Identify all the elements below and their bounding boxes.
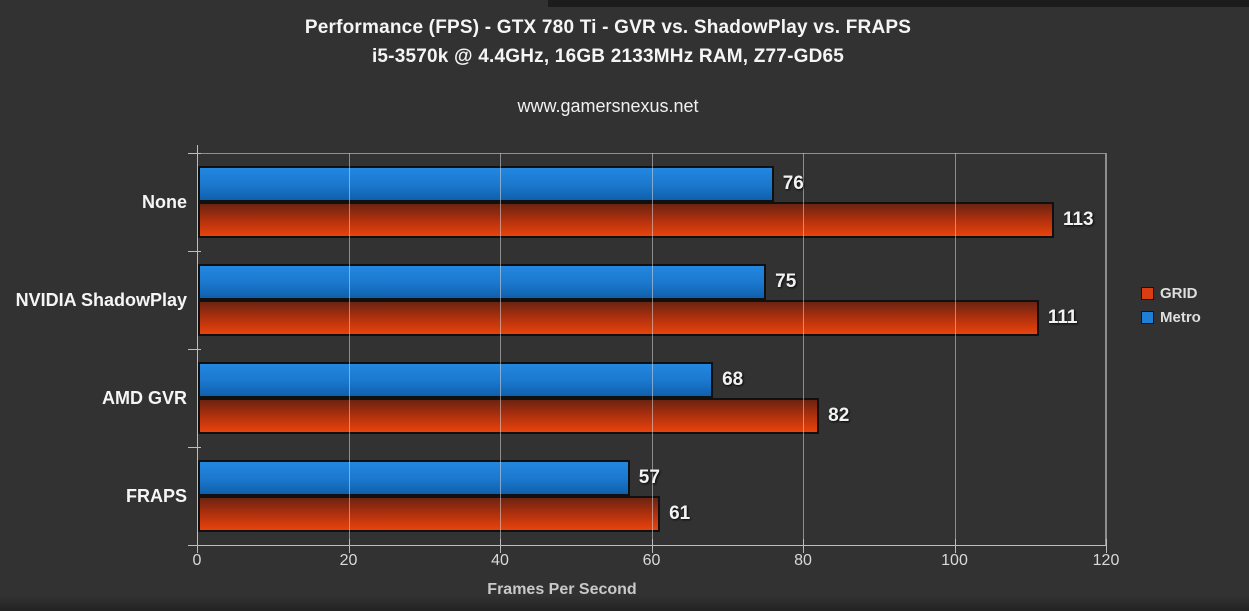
x-axis-tick bbox=[1106, 539, 1107, 553]
chart-subtitle: i5-3570k @ 4.4GHz, 16GB 2133MHz RAM, Z77… bbox=[371, 46, 845, 67]
value-label: 113 bbox=[1062, 209, 1094, 230]
x-tick-label: 100 bbox=[941, 552, 968, 569]
gridline bbox=[803, 153, 804, 545]
gridline bbox=[954, 153, 956, 545]
x-axis-tick bbox=[348, 539, 350, 553]
bar-metro-3 bbox=[198, 460, 630, 496]
legend-item-metro: Metro bbox=[1141, 309, 1201, 326]
y-axis-tick bbox=[188, 349, 201, 350]
gridline bbox=[500, 153, 501, 545]
bar-metro-0 bbox=[198, 166, 774, 202]
y-axis-tick bbox=[188, 447, 201, 448]
video-frame-top-strip bbox=[548, 0, 1249, 7]
plot-area bbox=[197, 153, 1107, 545]
legend-label: Metro bbox=[1160, 309, 1201, 326]
x-tick-label: 120 bbox=[1092, 552, 1120, 569]
legend: GRID Metro bbox=[1141, 285, 1201, 333]
plot-frame-right bbox=[1105, 153, 1106, 545]
x-axis-tick bbox=[197, 539, 198, 553]
x-axis-tick bbox=[651, 539, 653, 553]
category-label: None bbox=[142, 192, 187, 212]
value-label: 61 bbox=[669, 503, 691, 524]
chart-title-block: Performance (FPS) - GTX 780 Ti - GVR vs.… bbox=[0, 13, 1216, 71]
chart-title: Performance (FPS) - GTX 780 Ti - GVR vs.… bbox=[304, 17, 912, 38]
x-axis-tick bbox=[500, 539, 501, 553]
x-axis-tick bbox=[954, 539, 956, 553]
bar-grid-2 bbox=[198, 398, 820, 434]
gridline bbox=[651, 153, 653, 545]
value-label: 68 bbox=[722, 369, 744, 390]
x-tick-label: 0 bbox=[192, 552, 202, 569]
bar-grid-0 bbox=[198, 202, 1054, 238]
value-label: 57 bbox=[638, 467, 660, 488]
legend-swatch-metro bbox=[1141, 311, 1154, 324]
category-label: FRAPS bbox=[125, 486, 187, 506]
y-axis-tick bbox=[188, 251, 201, 252]
x-tick-label: 80 bbox=[794, 552, 812, 569]
x-axis-tick bbox=[803, 539, 804, 553]
value-label: 75 bbox=[775, 271, 797, 292]
gridline bbox=[1106, 153, 1107, 545]
bar-metro-2 bbox=[198, 362, 714, 398]
x-axis-title: Frames Per Second bbox=[487, 581, 637, 598]
legend-swatch-grid bbox=[1141, 287, 1154, 300]
value-label: 111 bbox=[1047, 307, 1078, 328]
value-label: 76 bbox=[782, 173, 804, 194]
x-tick-label: 40 bbox=[491, 552, 509, 569]
category-label: AMD GVR bbox=[102, 388, 187, 408]
legend-label: GRID bbox=[1160, 285, 1198, 302]
gridline bbox=[348, 153, 350, 545]
y-axis-tick bbox=[188, 545, 201, 546]
legend-item-grid: GRID bbox=[1141, 285, 1201, 302]
bar-metro-1 bbox=[198, 264, 767, 300]
x-tick-label: 20 bbox=[339, 552, 358, 569]
y-axis-tick bbox=[188, 153, 201, 154]
y-axis-line bbox=[197, 145, 198, 547]
value-label: 82 bbox=[828, 405, 850, 426]
category-label: NVIDIA ShadowPlay bbox=[15, 290, 187, 310]
bar-grid-1 bbox=[198, 300, 1039, 336]
bar-grid-3 bbox=[198, 496, 661, 532]
watermark-url: www.gamersnexus.net bbox=[517, 96, 699, 116]
x-tick-label: 60 bbox=[642, 552, 661, 569]
